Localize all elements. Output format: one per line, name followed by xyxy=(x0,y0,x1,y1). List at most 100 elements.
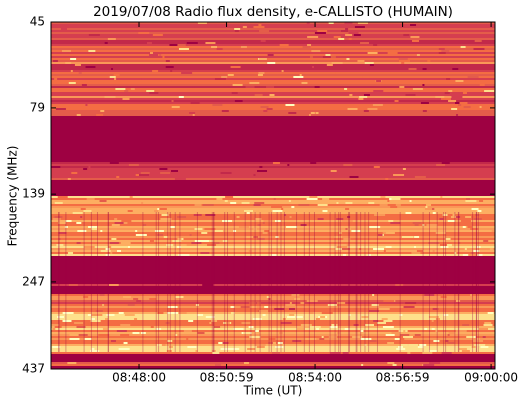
spectrogram-cell xyxy=(487,312,494,314)
spectrogram-cell xyxy=(202,284,214,286)
spectrogram-cell xyxy=(320,316,326,318)
spectrogram-cell xyxy=(347,228,351,230)
spectrogram-row xyxy=(51,250,495,252)
spectrogram-cell xyxy=(166,350,172,352)
spectrogram-cell xyxy=(432,250,435,252)
spectrogram-cell xyxy=(407,352,411,354)
spectrogram-cell xyxy=(343,294,351,296)
spectrogram-cell xyxy=(258,24,262,26)
spectrogram-cell xyxy=(52,252,60,254)
spectrogram-cell xyxy=(460,46,466,48)
spectrogram-cell xyxy=(414,334,421,336)
spectrogram-row xyxy=(51,70,495,72)
spectrogram-cell xyxy=(69,334,79,336)
spectrogram-cell xyxy=(327,304,337,306)
spectrogram-cell xyxy=(195,304,199,306)
spectrogram-cell xyxy=(272,252,275,254)
spectrogram-cell xyxy=(268,298,271,300)
spectrogram-row xyxy=(51,242,495,244)
spectrogram-cell xyxy=(428,242,440,244)
spectrogram-cell xyxy=(407,56,411,58)
spectrogram-cell xyxy=(117,250,122,252)
spectrogram-cell xyxy=(424,328,428,330)
spectrogram-cell xyxy=(68,252,74,254)
spectrogram-cell xyxy=(351,230,361,232)
spectrogram-cell xyxy=(61,50,71,52)
spectrogram-cell xyxy=(88,34,100,36)
spectrogram-cell xyxy=(473,48,485,50)
spectrogram-cell xyxy=(293,350,301,352)
spectrogram-row xyxy=(51,56,495,58)
spectrogram-cell xyxy=(302,46,311,48)
axes: 45 79 139 247 437 08:48:00 08:50:59 08:54:00 08:… xyxy=(22,15,518,385)
spectrogram-cell xyxy=(431,320,434,322)
spectrogram-cell xyxy=(248,326,254,328)
x-tick-label: 08:50:59 xyxy=(200,371,254,385)
spectrogram xyxy=(51,22,495,369)
spectrogram-cell xyxy=(222,342,229,344)
spectrogram-cell xyxy=(329,326,338,328)
spectrogram-cell xyxy=(448,90,453,92)
spectrogram-cell xyxy=(62,320,72,322)
spectrogram-row xyxy=(51,230,495,232)
spectrogram-cell xyxy=(416,250,423,252)
spectrogram-cell xyxy=(388,220,394,222)
spectrogram-row xyxy=(51,298,495,300)
spectrogram-cell xyxy=(231,92,238,94)
spectrogram-cell xyxy=(408,234,417,236)
spectrogram-cell xyxy=(288,330,299,332)
spectrogram-cell xyxy=(123,342,128,344)
spectrogram-cell xyxy=(72,212,83,214)
spectrogram-cell xyxy=(70,58,77,60)
spectrogram-cell xyxy=(51,166,61,168)
spectrogram-cell xyxy=(77,230,87,232)
spectrogram-cell xyxy=(476,246,481,248)
spectrogram-cell xyxy=(193,214,202,216)
spectrogram-cell xyxy=(476,338,480,340)
spectrogram-cell xyxy=(165,60,170,62)
spectrogram-cell xyxy=(489,248,493,250)
spectrogram-cell xyxy=(222,240,228,242)
spectrogram-cell xyxy=(208,102,214,104)
spectrogram-cell xyxy=(392,364,397,366)
spectrogram-cell xyxy=(259,166,263,168)
spectrogram-cell xyxy=(473,336,476,338)
spectrogram-cell xyxy=(427,342,431,344)
spectrogram-cell xyxy=(330,170,337,172)
spectrogram-cell xyxy=(451,96,463,98)
spectrogram-cell xyxy=(54,216,63,218)
spectrogram-cell xyxy=(309,326,321,328)
spectrogram-row xyxy=(51,34,495,36)
spectrogram-cell xyxy=(197,332,205,334)
spectrogram-cell xyxy=(347,216,351,218)
spectrogram-cell xyxy=(86,198,95,200)
spectrogram-cell xyxy=(196,308,206,310)
spectrogram-row xyxy=(51,304,495,306)
spectrogram-row xyxy=(51,104,495,106)
spectrogram-cell xyxy=(140,172,150,174)
spectrogram-cell xyxy=(419,344,427,346)
spectrogram-streak xyxy=(158,212,160,352)
spectrogram-cell xyxy=(401,236,413,238)
spectrogram-row xyxy=(51,248,495,250)
spectrogram-cell xyxy=(277,342,283,344)
spectrogram-cell xyxy=(363,110,369,112)
spectrogram-cell xyxy=(229,348,240,350)
spectrogram-row xyxy=(51,60,495,62)
spectrogram-cell xyxy=(462,206,465,208)
spectrogram-cell xyxy=(58,232,67,234)
spectrogram-cell xyxy=(464,248,467,250)
spectrogram-cell xyxy=(435,96,445,98)
spectrogram-cell xyxy=(282,310,291,312)
spectrogram-row xyxy=(51,48,495,50)
spectrogram-cell xyxy=(258,72,265,74)
spectrogram-cell xyxy=(329,240,332,242)
spectrogram-cell xyxy=(369,226,381,228)
spectrogram-cell xyxy=(275,346,284,348)
spectrogram-cell xyxy=(466,336,475,338)
spectrogram-cell xyxy=(410,240,415,242)
spectrogram-row xyxy=(51,300,495,302)
spectrogram-cell xyxy=(51,324,60,326)
spectrogram-cell xyxy=(334,324,337,326)
spectrogram-cell xyxy=(455,330,467,332)
